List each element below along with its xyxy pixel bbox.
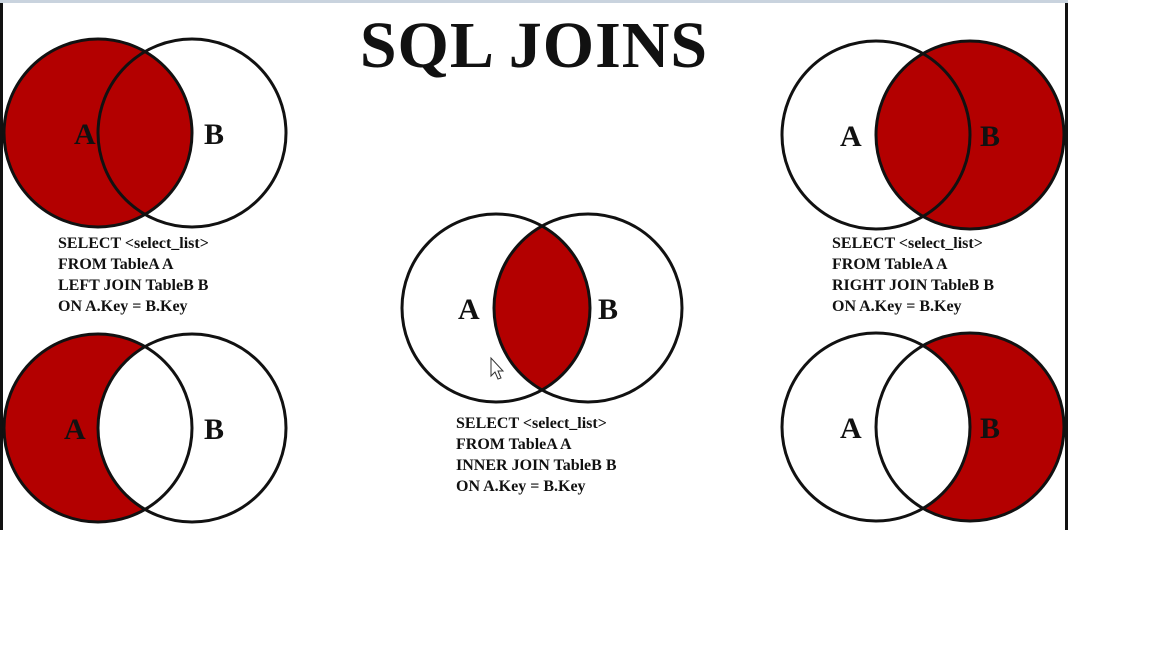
left-join-circle-a [2, 37, 194, 229]
left-join-circle-b [96, 37, 288, 229]
left-excluding-label-b: B [204, 413, 224, 446]
join-venn-diagrams: A B A B A B A B [2, 37, 1066, 524]
left-excluding-label-a: A [64, 413, 86, 446]
inner-join-circle-a [400, 212, 592, 404]
right-join-circle-a [780, 39, 972, 231]
query-line: RIGHT JOIN TableB B [832, 277, 994, 294]
left-excluding-circle-a [2, 332, 194, 524]
left-join-venn: A B [2, 37, 288, 229]
query-line: INNER JOIN TableB B [456, 457, 617, 474]
right-excluding-label-a: A [840, 412, 862, 445]
right-excluding-circle-a [780, 331, 972, 523]
query-line: LEFT JOIN TableB B [58, 277, 209, 294]
query-line: FROM TableA A [58, 256, 174, 273]
query-line: ON A.Key = B.Key [456, 478, 586, 495]
right-excluding-join-venn: A B [780, 331, 1066, 523]
query-line: FROM TableA A [832, 256, 948, 273]
right-join-venn: A B [780, 39, 1066, 231]
inner-join-query: SELECT <select_list> FROM TableA A INNER… [456, 413, 617, 497]
query-line: ON A.Key = B.Key [58, 298, 188, 315]
right-excluding-erase-a [876, 333, 970, 521]
inner-join-fill-intersection [494, 214, 590, 402]
right-excluding-circle-b [874, 331, 1066, 523]
right-join-label-b: B [980, 120, 1000, 153]
right-join-circle-b [874, 39, 1066, 231]
inner-join-label-b: B [598, 293, 618, 326]
right-join-query: SELECT <select_list> FROM TableA A RIGHT… [832, 233, 994, 317]
left-excluding-join-venn: A B [2, 332, 288, 524]
inner-join-venn: A B [400, 212, 684, 404]
inner-join-circle-b [492, 212, 684, 404]
inner-join-label-a: A [458, 293, 480, 326]
left-border [0, 3, 3, 530]
diagram-canvas: SQL JOINS A B A [0, 0, 1068, 530]
query-line: SELECT <select_list> [58, 235, 209, 252]
right-join-label-a: A [840, 120, 862, 153]
right-border [1065, 3, 1068, 530]
left-excluding-erase-b [98, 334, 192, 522]
arrow-cursor-icon [490, 356, 505, 380]
left-join-label-b: B [204, 118, 224, 151]
left-excluding-circle-b [96, 332, 288, 524]
right-excluding-label-b: B [980, 412, 1000, 445]
left-join-query: SELECT <select_list> FROM TableA A LEFT … [58, 233, 209, 317]
left-join-label-a: A [74, 118, 96, 151]
query-line: SELECT <select_list> [456, 415, 607, 432]
query-line: FROM TableA A [456, 436, 572, 453]
query-line: SELECT <select_list> [832, 235, 983, 252]
page-title: SQL JOINS [359, 9, 709, 82]
query-line: ON A.Key = B.Key [832, 298, 962, 315]
